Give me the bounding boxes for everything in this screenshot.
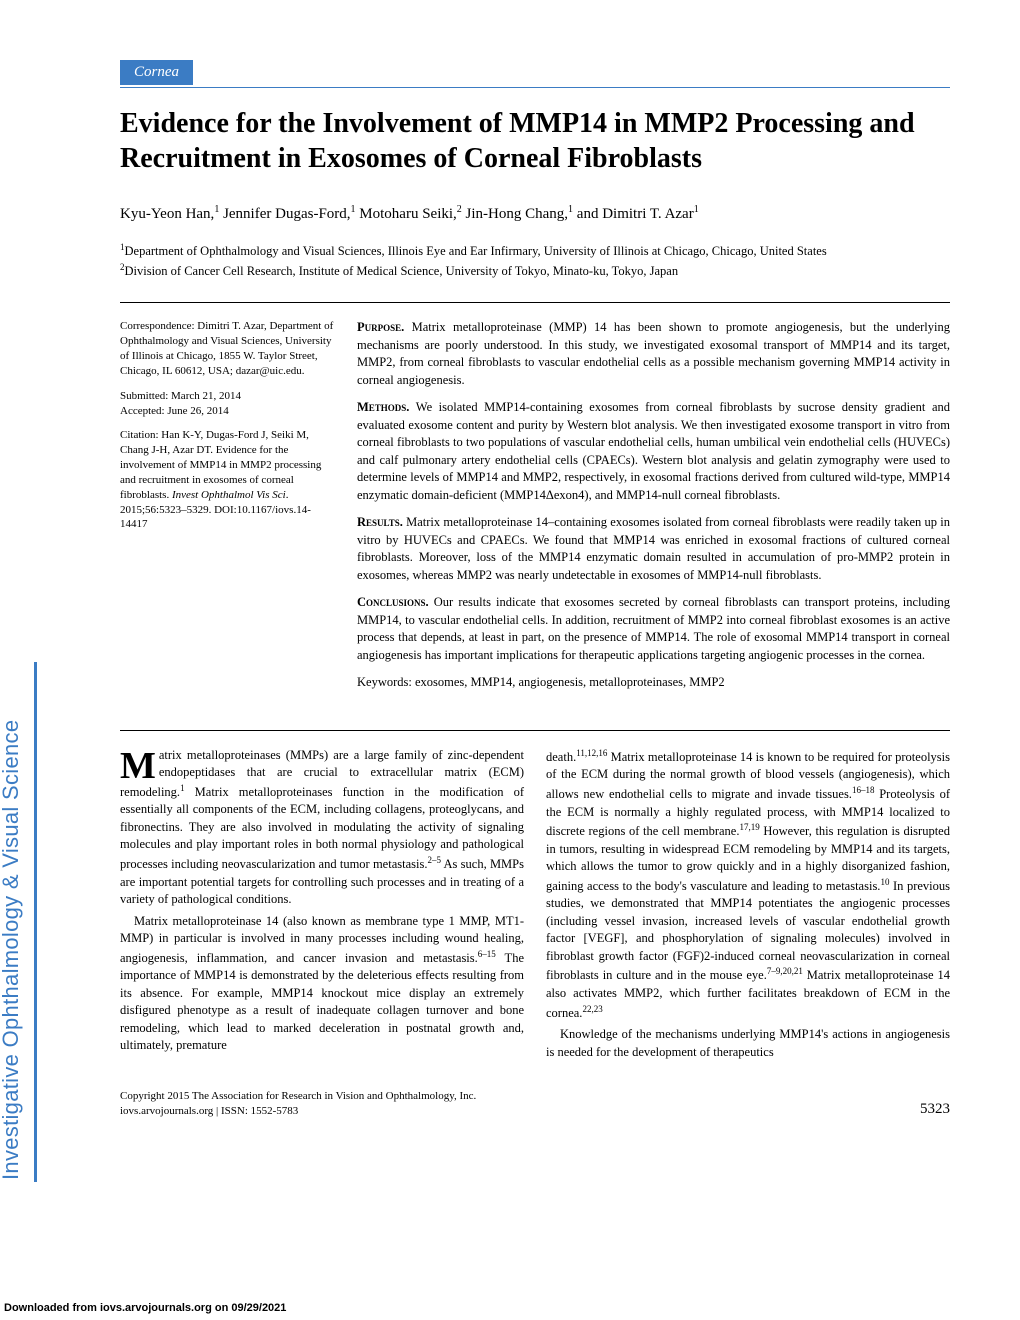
separator-2 <box>120 730 950 731</box>
affiliations: 1Department of Ophthalmology and Visual … <box>120 241 950 280</box>
footer-left: Copyright 2015 The Association for Resea… <box>120 1089 476 1118</box>
body-columns: Matrix metalloproteinases (MMPs) are a l… <box>120 747 950 1065</box>
meta-abstract-row: Correspondence: Dimitri T. Azar, Departm… <box>120 319 950 702</box>
abstract-results: Results. Matrix metalloproteinase 14–con… <box>357 514 950 584</box>
download-note: Downloaded from iovs.arvojournals.org on… <box>4 1302 286 1314</box>
abstract-purpose: Purpose. Matrix metalloproteinase (MMP) … <box>357 319 950 389</box>
section-tag: Cornea <box>120 60 193 85</box>
body-p2: Matrix metalloproteinase 14 (also known … <box>120 913 524 1055</box>
body-right-column: death.11,12,16 Matrix metalloproteinase … <box>546 747 950 1065</box>
abstract-conclusions: Conclusions. Our results indicate that e… <box>357 594 950 664</box>
header-rule <box>120 87 950 88</box>
copyright: Copyright 2015 The Association for Resea… <box>120 1089 476 1103</box>
body-p4: Knowledge of the mechanisms underlying M… <box>546 1026 950 1061</box>
affiliation-2: Division of Cancer Cell Research, Instit… <box>125 264 679 278</box>
body-left-column: Matrix metalloproteinases (MMPs) are a l… <box>120 747 524 1065</box>
correspondence: Correspondence: Dimitri T. Azar, Departm… <box>120 319 335 378</box>
dates: Submitted: March 21, 2014 Accepted: June… <box>120 389 335 419</box>
keywords: Keywords: exosomes, MMP14, angiogenesis,… <box>357 674 950 692</box>
meta-column: Correspondence: Dimitri T. Azar, Departm… <box>120 319 335 702</box>
abstract-column: Purpose. Matrix metalloproteinase (MMP) … <box>357 319 950 702</box>
body-p1: Matrix metalloproteinases (MMPs) are a l… <box>120 747 524 909</box>
page-number: 5323 <box>920 1101 950 1118</box>
article-title: Evidence for the Involvement of MMP14 in… <box>120 106 950 176</box>
authors: Kyu-Yeon Han,1 Jennifer Dugas-Ford,1 Mot… <box>120 204 950 223</box>
affiliation-1: Department of Ophthalmology and Visual S… <box>125 244 827 258</box>
body-p3: death.11,12,16 Matrix metalloproteinase … <box>546 747 950 1022</box>
url-issn: iovs.arvojournals.org | ISSN: 1552-5783 <box>120 1104 476 1118</box>
abstract-methods: Methods. We isolated MMP14-containing ex… <box>357 399 950 504</box>
page-footer: Copyright 2015 The Association for Resea… <box>120 1089 950 1118</box>
separator <box>120 302 950 303</box>
citation: Citation: Han K-Y, Dugas-Ford J, Seiki M… <box>120 428 335 532</box>
section-header: Cornea <box>120 60 950 88</box>
page-content: Cornea Evidence for the Involvement of M… <box>0 0 1020 1158</box>
